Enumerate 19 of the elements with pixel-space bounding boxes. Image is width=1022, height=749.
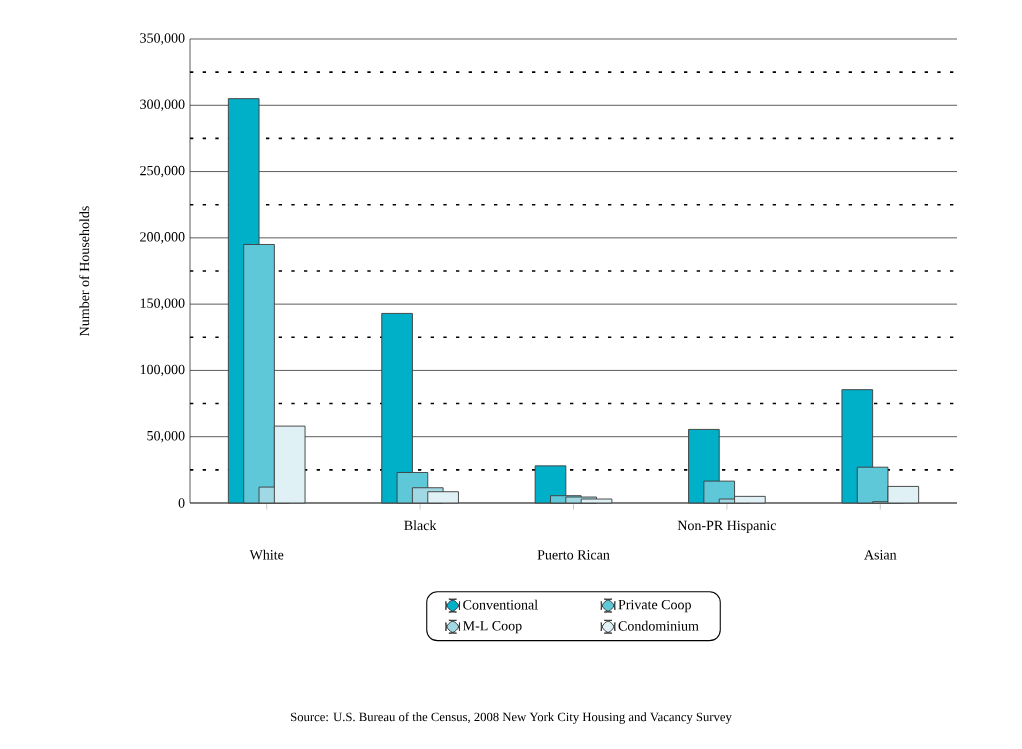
- x-tick-label: Black: [404, 520, 437, 531]
- y-tick-label: 150,000: [140, 298, 185, 310]
- x-tick-label: Non-PR Hispanic: [677, 520, 777, 533]
- y-tick-label: 200,000: [140, 232, 185, 244]
- x-tick-label: White: [249, 549, 284, 560]
- legend-label: Private Coop: [618, 599, 691, 613]
- source-note: Source: U.S. Bureau of the Census, 2008 New York City Housing and Vacancy Survey: [291, 712, 732, 724]
- legend-label: M-L Coop: [463, 621, 522, 634]
- y-tick-label: 250,000: [140, 165, 185, 178]
- legend-label: Conventional: [463, 599, 538, 610]
- y-tick-label: 350,000: [140, 33, 185, 45]
- y-tick-label: 0: [178, 498, 185, 508]
- y-tick-label: 100,000: [140, 364, 185, 377]
- y-tick-label: 50,000: [147, 430, 185, 443]
- x-tick-label: Asian: [864, 550, 897, 560]
- legend-label: Condominium: [618, 620, 699, 631]
- y-tick-label: 300,000: [140, 99, 185, 112]
- y-axis-title: Number of Households: [79, 206, 90, 336]
- x-tick-label: Puerto Rican: [537, 550, 610, 560]
